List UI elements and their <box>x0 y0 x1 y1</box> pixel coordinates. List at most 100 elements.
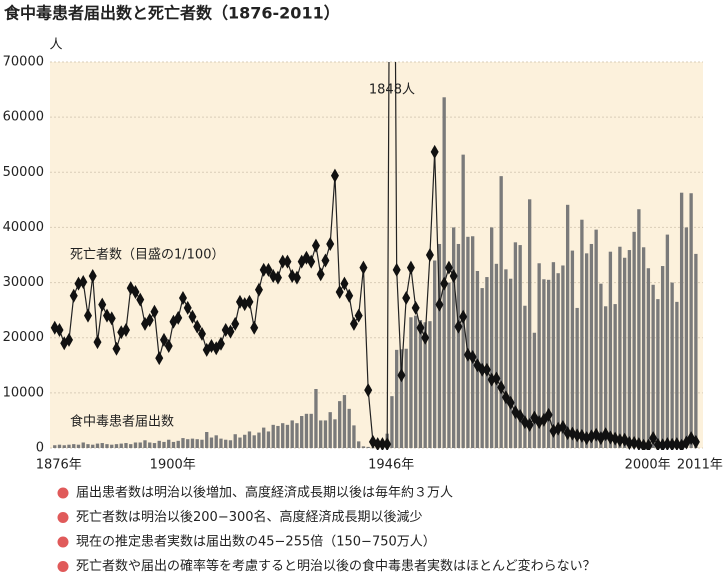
marker <box>316 267 325 282</box>
y-tick-label: 10000 <box>3 385 44 400</box>
bar <box>456 243 461 448</box>
bar <box>81 442 85 448</box>
bar <box>637 209 641 448</box>
bar <box>195 439 199 448</box>
bar <box>333 419 337 448</box>
marker <box>482 362 491 377</box>
bar <box>603 306 608 448</box>
bar <box>471 236 475 448</box>
y-tick-label: 0 <box>36 441 44 456</box>
marker <box>231 316 240 331</box>
bar <box>442 97 446 448</box>
bar <box>95 443 100 448</box>
bar <box>357 441 361 448</box>
note-text: 死亡者数や届出の確率等を考慮すると明治以後の食中毒患者実数はほとんど変わらない？ <box>76 558 596 573</box>
marker <box>378 437 387 450</box>
bar <box>162 441 166 448</box>
bar <box>409 317 413 448</box>
marker <box>273 270 282 285</box>
marker <box>174 310 183 325</box>
marker <box>98 297 107 312</box>
marker <box>383 437 392 450</box>
bar <box>684 227 689 448</box>
marker <box>425 248 434 262</box>
bar <box>233 434 237 448</box>
marker <box>430 144 439 159</box>
marker <box>544 407 553 422</box>
plot-area <box>50 62 700 450</box>
x-tick-label: 2011年 <box>677 458 723 473</box>
bar <box>608 251 613 448</box>
marker <box>435 297 444 312</box>
bar <box>72 444 76 448</box>
bar <box>91 444 95 448</box>
note-text: 死亡者数は明治以後200−300名、高度経済成長期以後減少 <box>76 509 423 525</box>
marker <box>630 436 639 450</box>
bar <box>129 444 133 448</box>
bar <box>110 444 114 448</box>
marker <box>150 304 159 319</box>
bar <box>665 234 670 448</box>
bar <box>224 439 228 448</box>
marker <box>250 320 259 335</box>
marker <box>321 253 330 268</box>
bar <box>561 265 565 448</box>
marker <box>283 254 292 269</box>
marker <box>397 368 406 383</box>
marker <box>340 276 349 291</box>
marker <box>492 371 501 386</box>
bar <box>399 349 404 448</box>
bar <box>252 435 256 448</box>
bar <box>660 266 665 448</box>
bar <box>518 245 522 448</box>
marker <box>193 319 202 334</box>
bar <box>361 446 366 448</box>
bar <box>452 227 456 448</box>
y-tick-label: 70000 <box>3 55 44 70</box>
bar <box>62 445 66 448</box>
marker <box>615 433 624 448</box>
marker <box>216 336 225 351</box>
x-tick-label: 1876年 <box>36 458 82 473</box>
bar <box>504 269 508 448</box>
marker <box>487 372 496 387</box>
bar <box>366 446 370 448</box>
bar <box>262 427 266 448</box>
bar <box>86 444 90 448</box>
marker <box>326 236 335 251</box>
marker <box>307 254 316 269</box>
bar <box>176 440 180 448</box>
marker <box>478 362 487 377</box>
bar <box>447 282 451 448</box>
bar <box>290 420 294 448</box>
bar <box>143 440 147 448</box>
bar <box>646 268 651 448</box>
marker <box>454 319 463 334</box>
bar <box>266 431 271 448</box>
marker <box>264 262 273 277</box>
x-tick-label: 1946年 <box>368 458 414 473</box>
bar <box>556 273 560 448</box>
bar <box>618 246 622 448</box>
bar <box>570 250 575 448</box>
bar <box>323 420 328 448</box>
marker <box>644 438 653 450</box>
y-tick-label: 30000 <box>3 275 44 290</box>
bar <box>485 277 489 448</box>
note-text: 現在の推定患者実数は届出数の45−255倍（150−750万人） <box>76 534 436 550</box>
bar <box>157 440 161 448</box>
marker <box>64 332 73 347</box>
bar <box>328 412 332 448</box>
bar <box>271 424 275 448</box>
bar <box>190 438 195 448</box>
marker <box>649 431 658 446</box>
bar <box>428 321 432 448</box>
marker <box>107 311 116 326</box>
marker <box>606 430 615 445</box>
marker <box>359 260 368 275</box>
series-label: 死亡者数（目盛の1/100） <box>70 248 224 263</box>
bar <box>694 253 698 448</box>
bar <box>352 425 356 448</box>
bar <box>209 437 214 448</box>
